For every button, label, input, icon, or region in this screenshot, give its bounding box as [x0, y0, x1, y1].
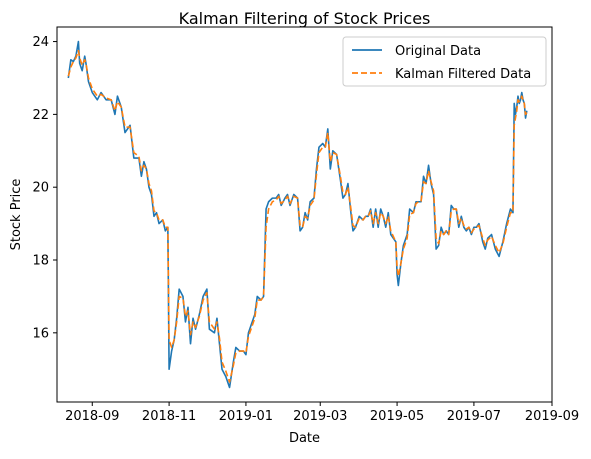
x-tick-label: 2019-09 [525, 409, 579, 424]
chart-title: Kalman Filtering of Stock Prices [179, 9, 431, 28]
x-tick-label: 2019-05 [370, 409, 424, 424]
y-tick-label: 22 [32, 108, 49, 123]
y-tick-label: 16 [32, 326, 49, 341]
x-tick-label: 2019-01 [219, 409, 273, 424]
legend-label-kalman: Kalman Filtered Data [395, 67, 531, 82]
y-tick-label: 18 [32, 254, 49, 269]
y-axis-label: Stock Price [9, 179, 24, 251]
legend-label-original: Original Data [395, 44, 481, 59]
x-axis-label: Date [289, 431, 320, 446]
x-tick-label: 2018-09 [65, 409, 119, 424]
y-tick-label: 24 [32, 35, 49, 50]
x-tick-label: 2019-03 [293, 409, 347, 424]
legend: Original Data Kalman Filtered Data [343, 37, 546, 86]
x-tick-label: 2018-11 [142, 409, 196, 424]
y-tick-label: 20 [32, 181, 49, 196]
x-tick-label: 2019-07 [447, 409, 501, 424]
